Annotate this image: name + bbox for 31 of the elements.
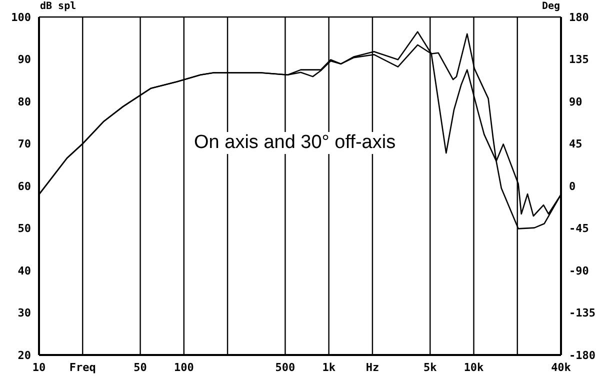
y2-tick-label: -135 [569,306,596,320]
y2-tick-label: -45 [569,222,589,236]
x-tick-label: 500 [275,360,296,374]
x-tick-label: 1k [322,360,336,374]
x-tick-label: 10 [32,360,46,374]
y-tick-label: 90 [18,53,31,66]
x-tick-label: Freq [69,360,96,374]
y2-tick-label: 90 [569,95,582,108]
y2-tick-label: 180 [569,10,589,24]
y2-tick-label: -180 [569,348,596,362]
x-tick-label: 10k [464,360,484,374]
y-axis-title: dB spl [40,1,76,13]
y-tick-label: 70 [18,138,31,151]
x-tick-label: Hz [366,360,380,374]
y2-tick-label: -90 [569,264,589,278]
y-tick-label: 30 [18,306,31,320]
x-tick-label: 40k [551,360,572,374]
y2-tick-label: 0 [569,180,576,193]
y-tick-label: 80 [18,95,31,108]
y-tick-label: 100 [11,10,31,24]
y2-tick-label: 45 [569,138,582,151]
x-tick-label: 50 [134,360,147,374]
annotation: On axis and 30° off-axis [190,132,400,154]
y2-axis-title: Deg [542,1,560,13]
x-tick-label: 5k [424,360,438,374]
y-tick-label: 40 [18,264,31,278]
y-tick-label: 60 [18,180,31,193]
y2-tick-label: 135 [569,53,589,66]
x-tick-label: 100 [174,360,194,374]
y-tick-label: 20 [18,348,31,362]
y-tick-label: 50 [18,222,31,236]
